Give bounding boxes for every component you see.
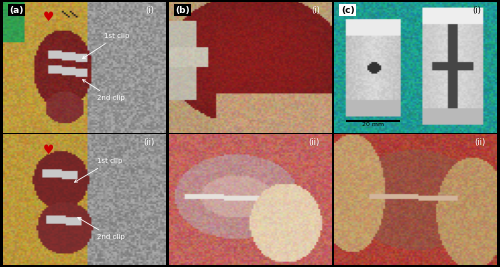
Text: 1st clip: 1st clip [82, 33, 129, 58]
Text: (c): (c) [341, 6, 354, 14]
Text: (ii): (ii) [474, 138, 486, 147]
Text: ♥: ♥ [43, 144, 54, 156]
Text: (b): (b) [175, 6, 190, 14]
Text: (a): (a) [10, 6, 24, 14]
Text: 20 mm: 20 mm [362, 123, 384, 127]
Text: ♥: ♥ [43, 11, 54, 24]
Text: 2nd clip: 2nd clip [78, 217, 125, 240]
Text: (ii): (ii) [143, 138, 154, 147]
Text: (i): (i) [311, 6, 320, 14]
Text: (i): (i) [146, 6, 154, 14]
Text: (ii): (ii) [308, 138, 320, 147]
Text: 1st clip: 1st clip [74, 158, 122, 182]
Text: 2nd clip: 2nd clip [82, 80, 125, 101]
Text: (i): (i) [472, 6, 480, 14]
